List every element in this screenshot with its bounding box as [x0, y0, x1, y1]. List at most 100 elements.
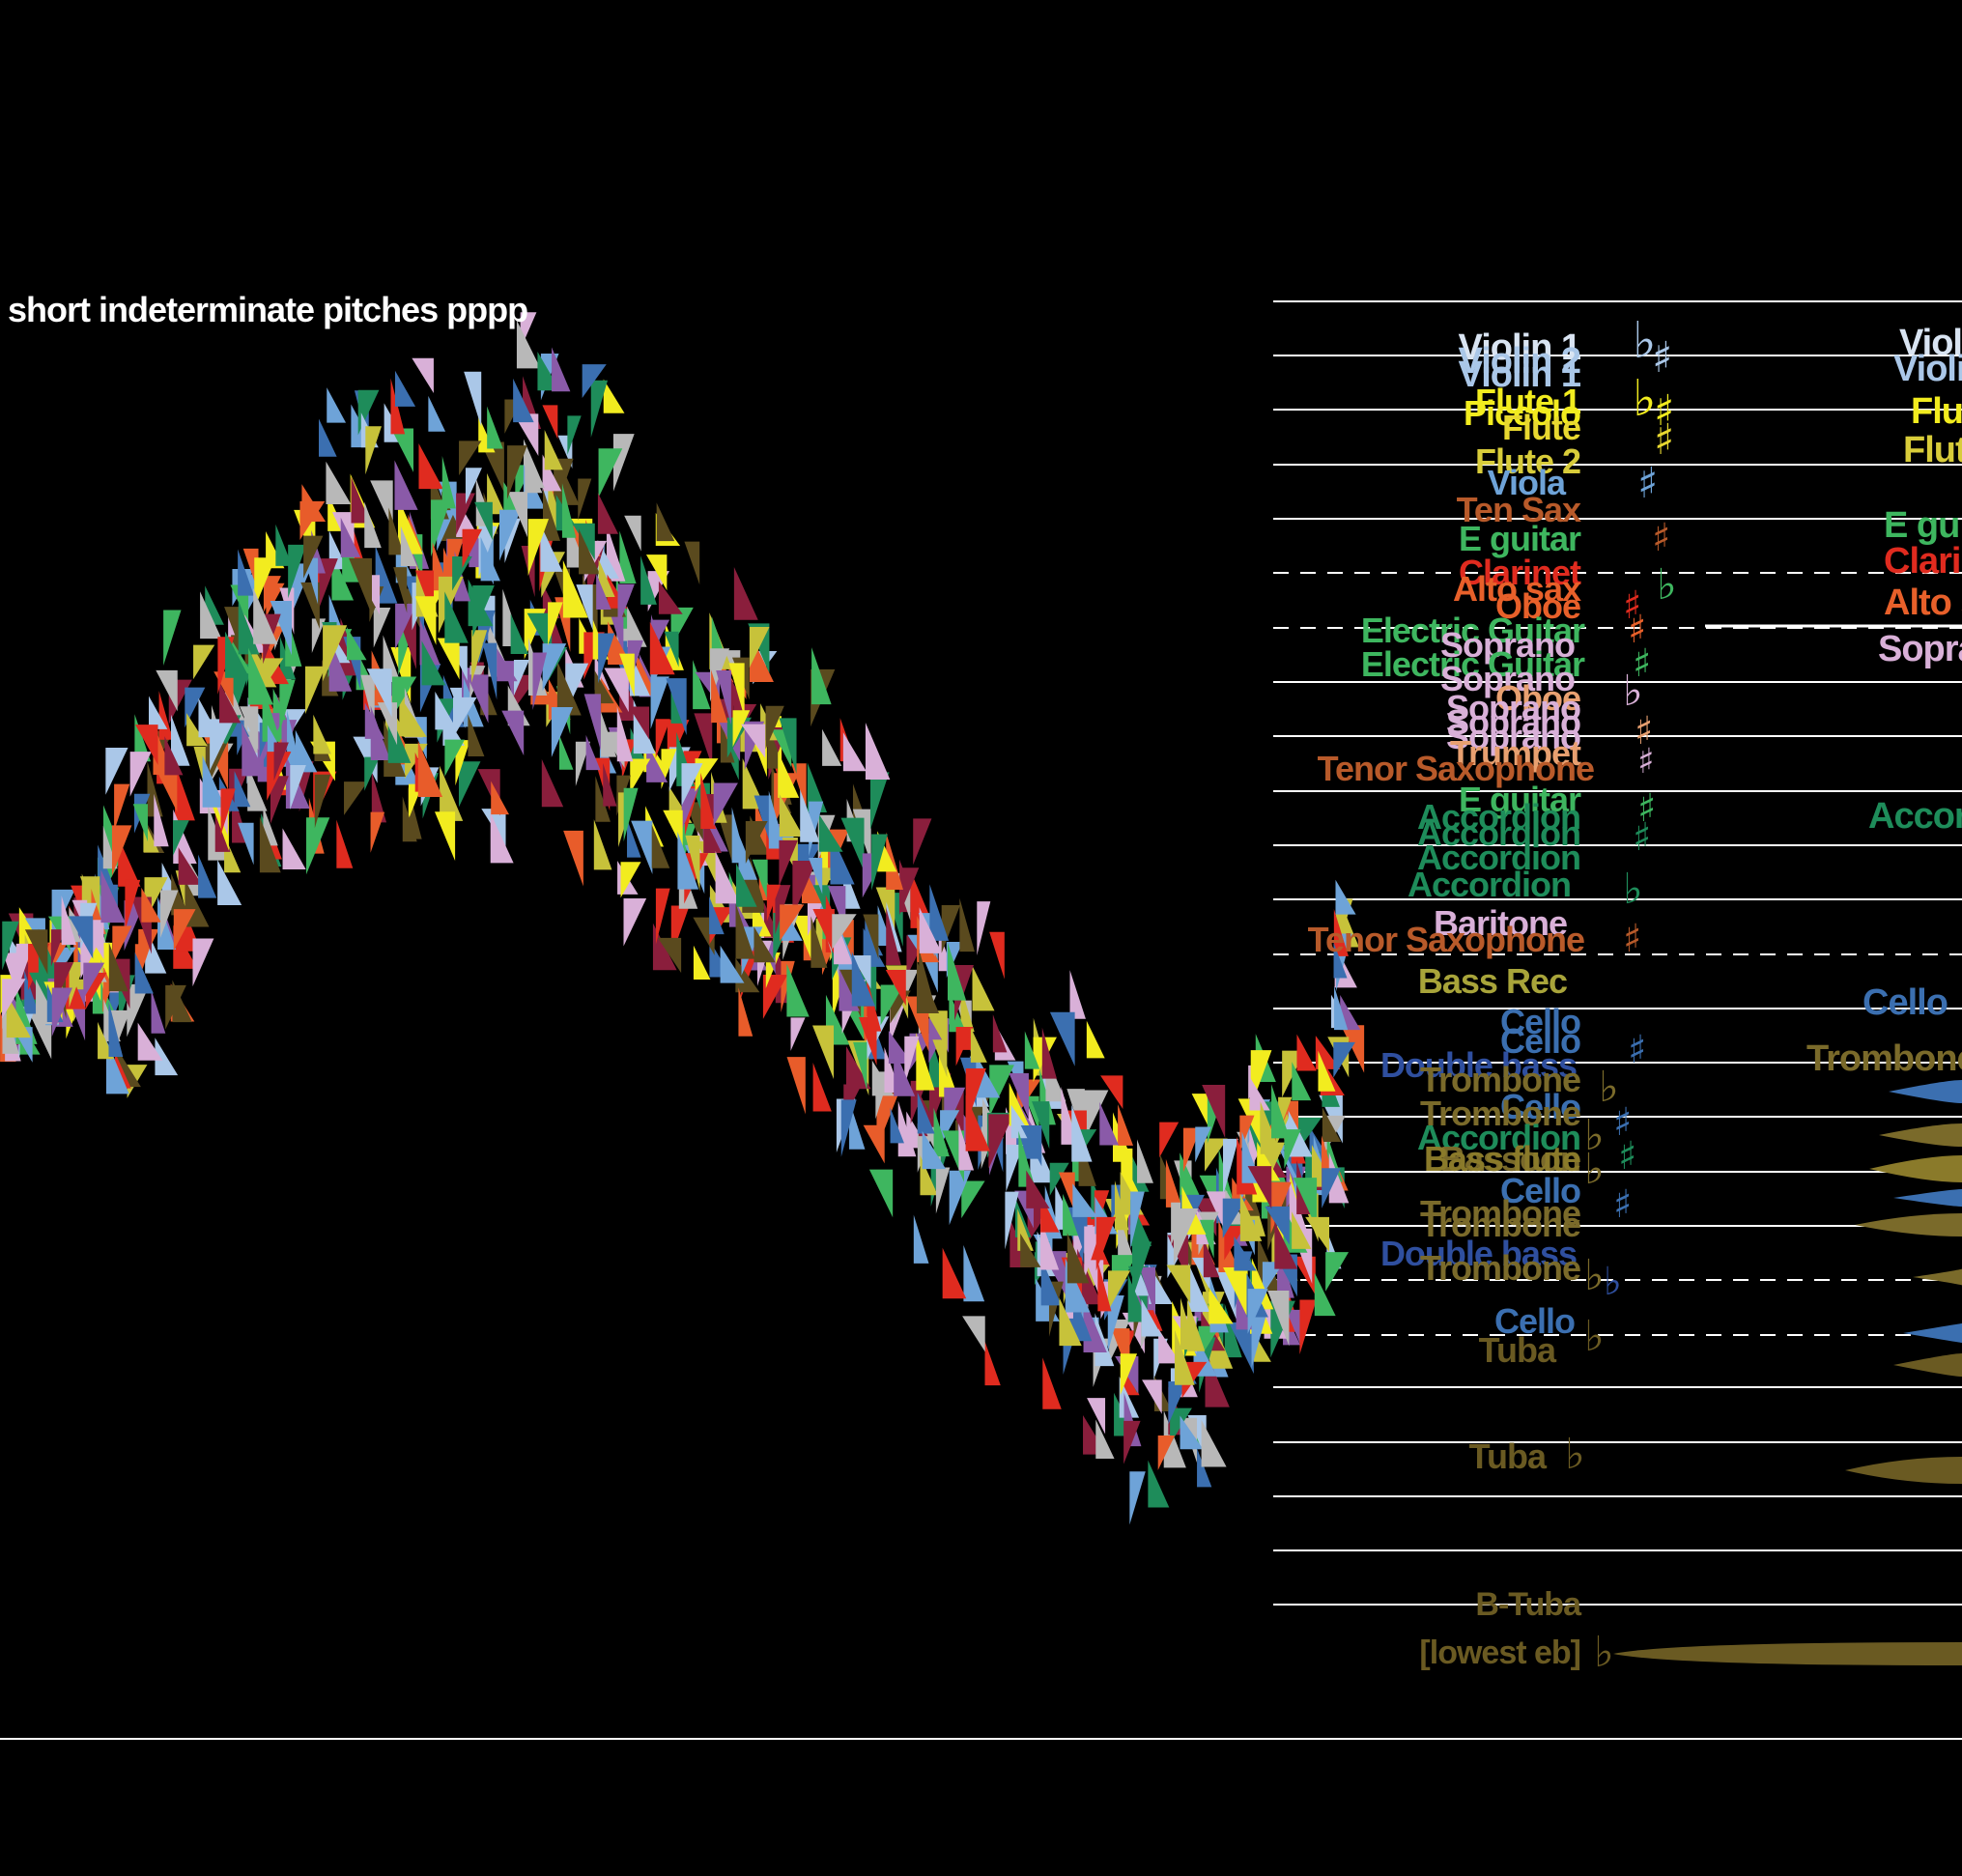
- triangle-icon: [992, 1014, 1008, 1053]
- triangle-icon: [326, 461, 352, 504]
- sustain-wedge-icon: [1889, 1080, 1962, 1103]
- triangle-icon: [556, 661, 582, 716]
- triangle-icon: [750, 632, 774, 682]
- triangle-icon: [1086, 1020, 1105, 1059]
- triangle-icon: [741, 724, 766, 758]
- instrument-label: Accordion: [1417, 1118, 1580, 1157]
- triangle-icon: [1141, 1298, 1163, 1337]
- triangle-icon: [238, 549, 254, 596]
- triangle-icon: [313, 714, 331, 754]
- triangle-icon: [394, 370, 416, 407]
- triangle-cloud: [0, 312, 1365, 1525]
- triangle-icon: [1274, 1221, 1298, 1269]
- triangle-icon: [1118, 1104, 1134, 1146]
- triangle-icon: [942, 1130, 964, 1182]
- sustain-wedge-icon: [1869, 1155, 1962, 1182]
- instrument-label: Electric Guitar: [1361, 611, 1585, 650]
- triangle-icon: [261, 658, 284, 693]
- sharp-icon: ♯: [1654, 415, 1674, 465]
- triangle-icon: [732, 710, 751, 748]
- triangle-icon: [83, 962, 105, 1000]
- triangle-icon: [390, 378, 406, 435]
- triangle-icon: [480, 441, 504, 493]
- instrument-label: Tuba: [1469, 1436, 1548, 1476]
- sustain-wedge-icon: [1903, 1323, 1962, 1343]
- triangle-icon: [544, 430, 563, 470]
- triangle-icon: [779, 794, 804, 837]
- triangle-icon: [809, 801, 824, 857]
- triangle-icon: [842, 732, 867, 772]
- triangle-icon: [288, 544, 306, 599]
- instrument-label: Flut: [1903, 430, 1962, 470]
- sharp-icon: ♯: [1628, 608, 1646, 652]
- triangle-icon: [415, 570, 435, 619]
- instrument-label: B-Tuba: [1475, 1586, 1582, 1623]
- triangle-icon: [1188, 1263, 1210, 1313]
- triangle-icon: [145, 925, 167, 974]
- triangle-icon: [650, 676, 669, 729]
- triangle-icon: [677, 831, 699, 890]
- triangle-icon: [213, 671, 234, 707]
- triangle-icon: [1335, 879, 1356, 915]
- triangle-icon: [668, 747, 691, 792]
- triangle-icon: [652, 923, 677, 971]
- triangle-icon: [200, 591, 222, 640]
- triangle-icon: [1095, 1216, 1117, 1271]
- triangle-icon: [108, 942, 128, 992]
- triangle-icon: [754, 795, 772, 846]
- triangle-icon: [1123, 1420, 1141, 1464]
- triangle-icon: [418, 442, 443, 490]
- triangle-icon: [1111, 1328, 1130, 1379]
- flat-icon: ♭: [1657, 560, 1677, 610]
- triangle-icon: [871, 834, 888, 891]
- triangle-icon: [173, 909, 196, 952]
- triangle-icon: [1182, 1127, 1201, 1173]
- triangle-icon: [775, 885, 791, 935]
- triangle-icon: [421, 640, 446, 686]
- triangle-icon: [1288, 1110, 1313, 1157]
- triangle-icon: [890, 1107, 904, 1144]
- triangle-icon: [108, 1001, 124, 1057]
- triangle-icon: [1224, 1226, 1245, 1261]
- triangle-icon: [619, 653, 635, 697]
- triangle-icon: [812, 1062, 832, 1112]
- triangle-icon: [807, 895, 826, 937]
- triangle-icon: [273, 742, 289, 782]
- triangle-icon: [50, 929, 66, 967]
- triangle-icon: [899, 867, 920, 916]
- triangle-icon: [1005, 1191, 1019, 1250]
- triangle-icon: [431, 499, 451, 557]
- triangle-icon: [709, 895, 725, 935]
- triangle-icon: [585, 734, 601, 771]
- triangle-icon: [596, 573, 611, 611]
- instrument-label: Sopra: [1878, 629, 1962, 669]
- instrument-label: Violin 1: [1459, 355, 1581, 395]
- triangle-icon: [1328, 1151, 1350, 1204]
- triangle-icon: [219, 681, 242, 724]
- triangle-icon: [311, 618, 327, 654]
- triangle-icon: [552, 347, 571, 392]
- sharp-icon: ♯: [1637, 786, 1656, 831]
- triangle-icon: [1009, 1073, 1029, 1120]
- triangle-icon: [715, 851, 740, 904]
- instrument-label: Bass Rec: [1418, 961, 1567, 1001]
- triangle-icon: [1033, 1037, 1057, 1082]
- triangle-icon: [403, 701, 427, 737]
- triangle-icon: [640, 555, 657, 605]
- flat-icon: ♭: [1623, 865, 1643, 914]
- triangle-icon: [1168, 1381, 1187, 1425]
- triangle-icon: [853, 1041, 867, 1091]
- triangle-icon: [887, 893, 903, 947]
- triangle-icon: [720, 945, 745, 983]
- triangle-icon: [1148, 1460, 1170, 1508]
- triangle-icon: [624, 515, 641, 552]
- triangle-icon: [253, 587, 278, 644]
- triangle-icon: [349, 557, 372, 615]
- triangle-icon: [693, 945, 711, 981]
- triangle-icon: [1208, 1287, 1234, 1324]
- instrument-label: Viol: [1899, 323, 1962, 363]
- triangle-icon: [110, 1009, 130, 1062]
- triangle-icon: [138, 928, 159, 972]
